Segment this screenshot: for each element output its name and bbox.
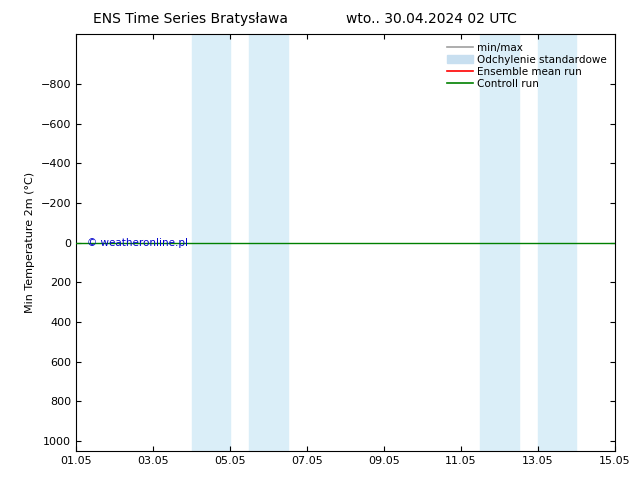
Bar: [191, 34, 230, 451]
Bar: [538, 34, 576, 451]
Text: wto.. 30.04.2024 02 UTC: wto.. 30.04.2024 02 UTC: [346, 12, 517, 26]
Y-axis label: Min Temperature 2m (°C): Min Temperature 2m (°C): [25, 172, 35, 313]
Bar: [249, 34, 288, 451]
Bar: [480, 34, 519, 451]
Text: © weatheronline.pl: © weatheronline.pl: [87, 238, 188, 247]
Legend: min/max, Odchylenie standardowe, Ensemble mean run, Controll run: min/max, Odchylenie standardowe, Ensembl…: [444, 40, 610, 92]
Text: ENS Time Series Bratysława: ENS Time Series Bratysława: [93, 12, 288, 26]
